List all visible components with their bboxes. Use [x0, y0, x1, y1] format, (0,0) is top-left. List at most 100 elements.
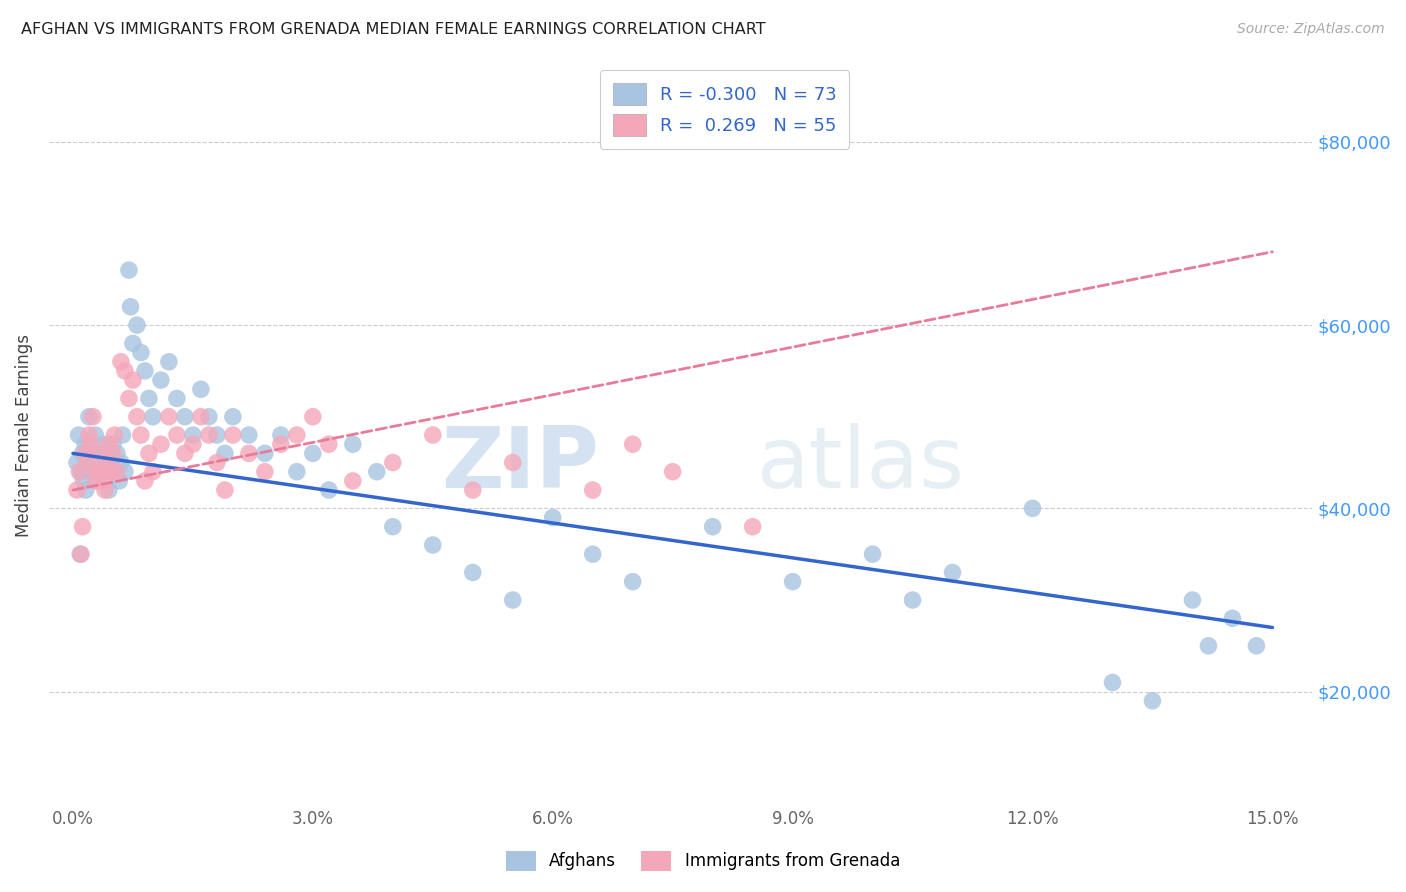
Point: [901, 593, 924, 607]
Point: [238, 428, 260, 442]
Point: [94, 446, 117, 460]
Point: [76, 456, 98, 470]
Point: [582, 483, 605, 497]
Point: [79, 465, 101, 479]
Point: [76, 456, 98, 470]
Point: [149, 373, 172, 387]
Point: [621, 437, 644, 451]
Point: [190, 409, 212, 424]
Point: [118, 263, 141, 277]
Point: [782, 574, 804, 589]
Point: [125, 409, 148, 424]
Point: [96, 456, 118, 470]
Point: [125, 318, 148, 332]
Point: [142, 409, 165, 424]
Point: [87, 446, 110, 460]
Point: [1101, 675, 1123, 690]
Point: [198, 409, 221, 424]
Point: [1181, 593, 1204, 607]
Point: [90, 465, 112, 479]
Point: [108, 474, 131, 488]
Point: [86, 474, 108, 488]
Point: [138, 446, 160, 460]
Text: ZIP: ZIP: [441, 423, 599, 506]
Point: [93, 437, 115, 451]
Point: [270, 437, 292, 451]
Point: [1142, 694, 1164, 708]
Point: [342, 474, 364, 488]
Point: [129, 345, 152, 359]
Point: [134, 474, 156, 488]
Point: [285, 428, 308, 442]
Point: [120, 300, 142, 314]
Point: [118, 392, 141, 406]
Point: [302, 409, 325, 424]
Point: [582, 547, 605, 561]
Point: [87, 456, 110, 470]
Point: [77, 428, 100, 442]
Text: Source: ZipAtlas.com: Source: ZipAtlas.com: [1237, 22, 1385, 37]
Point: [82, 446, 104, 460]
Point: [422, 428, 444, 442]
Point: [166, 392, 188, 406]
Point: [342, 437, 364, 451]
Point: [110, 456, 132, 470]
Point: [72, 519, 94, 533]
Point: [166, 428, 188, 442]
Point: [181, 437, 204, 451]
Point: [84, 428, 107, 442]
Point: [105, 465, 128, 479]
Point: [253, 465, 276, 479]
Point: [96, 465, 118, 479]
Point: [77, 409, 100, 424]
Point: [461, 483, 484, 497]
Point: [1222, 611, 1244, 625]
Point: [67, 465, 90, 479]
Point: [86, 465, 108, 479]
Point: [69, 547, 91, 561]
Point: [253, 446, 276, 460]
Point: [94, 483, 117, 497]
Point: [862, 547, 884, 561]
Point: [70, 547, 93, 561]
Point: [205, 428, 228, 442]
Point: [82, 409, 104, 424]
Point: [90, 465, 112, 479]
Point: [366, 465, 388, 479]
Point: [190, 382, 212, 396]
Point: [103, 465, 125, 479]
Point: [502, 456, 524, 470]
Point: [214, 446, 236, 460]
Point: [1197, 639, 1219, 653]
Point: [142, 465, 165, 479]
Point: [198, 428, 221, 442]
Point: [114, 465, 136, 479]
Point: [157, 355, 180, 369]
Point: [66, 456, 89, 470]
Point: [103, 428, 125, 442]
Point: [302, 446, 325, 460]
Point: [422, 538, 444, 552]
Text: atlas: atlas: [756, 423, 965, 506]
Point: [702, 519, 724, 533]
Point: [205, 456, 228, 470]
Y-axis label: Median Female Earnings: Median Female Earnings: [15, 334, 32, 537]
Point: [73, 446, 96, 460]
Point: [122, 336, 145, 351]
Point: [67, 428, 90, 442]
Point: [84, 474, 107, 488]
Point: [661, 465, 683, 479]
Point: [318, 437, 340, 451]
Point: [72, 474, 94, 488]
Point: [97, 437, 120, 451]
Point: [97, 483, 120, 497]
Point: [66, 483, 89, 497]
Point: [93, 474, 115, 488]
Point: [381, 519, 404, 533]
Point: [129, 428, 152, 442]
Text: AFGHAN VS IMMIGRANTS FROM GRENADA MEDIAN FEMALE EARNINGS CORRELATION CHART: AFGHAN VS IMMIGRANTS FROM GRENADA MEDIAN…: [21, 22, 766, 37]
Point: [174, 409, 197, 424]
Point: [105, 446, 128, 460]
Point: [73, 437, 96, 451]
Point: [174, 446, 197, 460]
